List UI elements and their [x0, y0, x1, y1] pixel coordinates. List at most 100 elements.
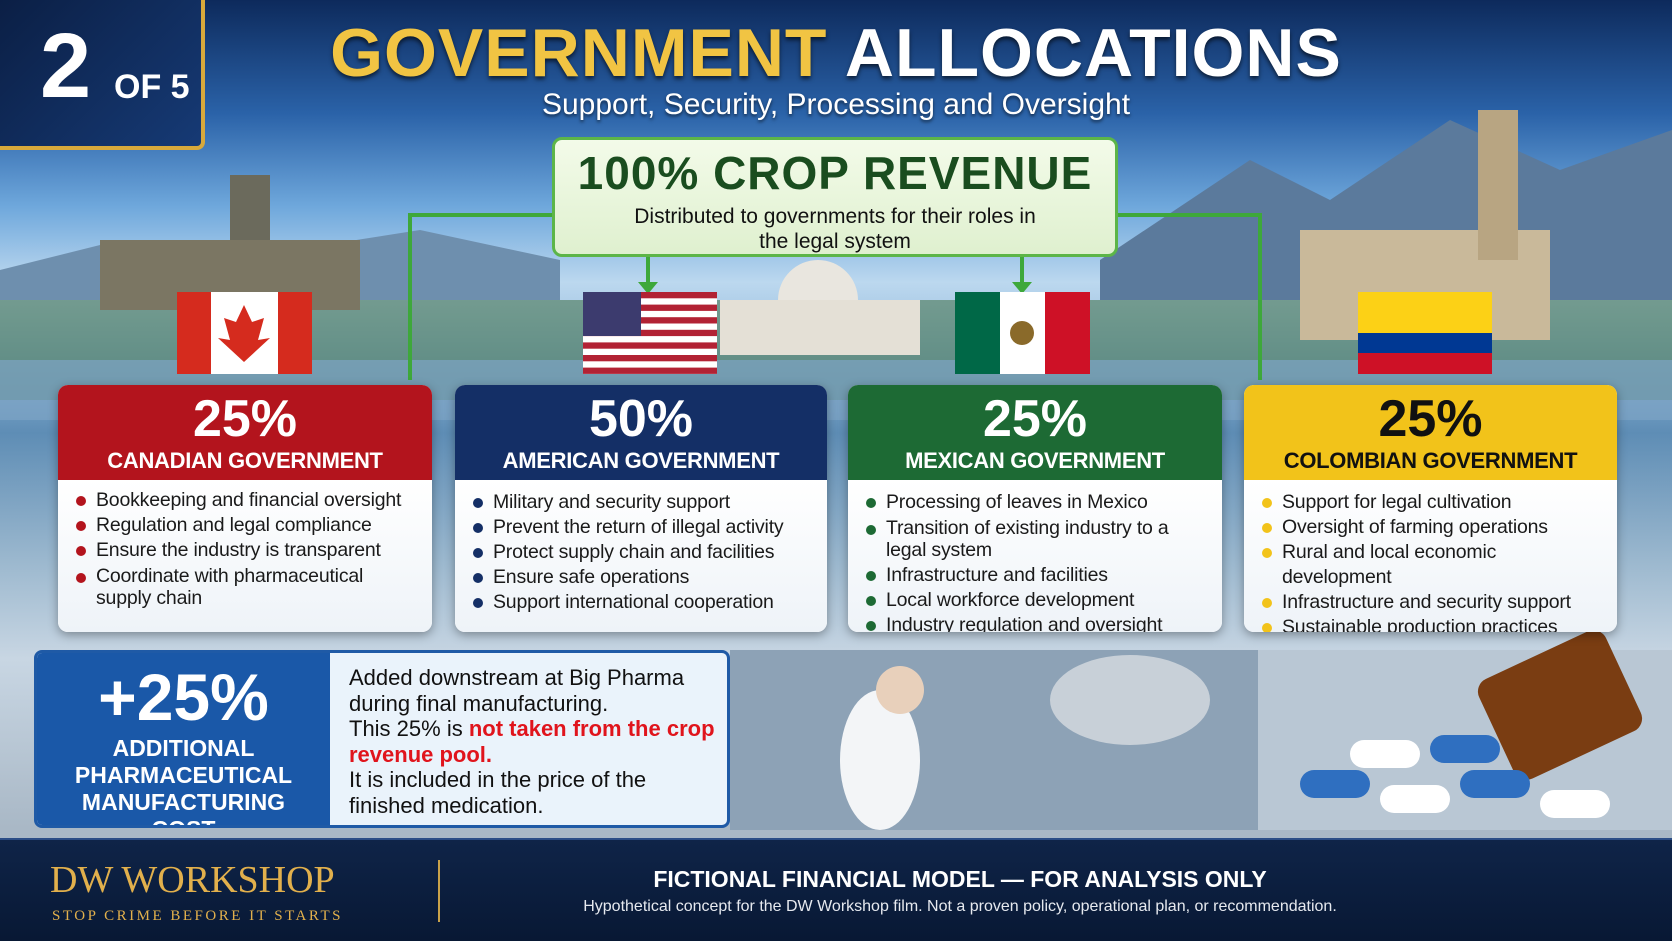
pharma-box: +25% ADDITIONAL PHARMACEUTICAL MANUFACTU… — [34, 650, 730, 828]
bullet-text: Oversight of farming operations — [1282, 516, 1548, 538]
bullet: Regulation and legal compliance — [74, 513, 422, 538]
bullet-text: Infrastructure and security support — [1282, 591, 1571, 613]
bullet-dot — [76, 546, 86, 556]
bullet-dot — [1262, 598, 1272, 608]
flag-usa — [583, 292, 717, 374]
scientist-head — [876, 666, 924, 714]
bullet: Ensure safe operations — [471, 565, 817, 590]
pharma-text: Added downstream at Big Pharma during fi… — [349, 665, 719, 818]
card-header: 25% MEXICAN GOVERNMENT — [848, 385, 1222, 480]
pill-bottle — [1477, 630, 1643, 780]
pharma-line1: Added downstream at Big Pharma during fi… — [349, 665, 685, 716]
bullet-list: Support for legal cultivation Oversight o… — [1244, 480, 1617, 632]
pharma-line3: It is included in the price of the finis… — [349, 767, 647, 818]
bullet-text: Bookkeeping and financial oversight — [96, 489, 402, 511]
bullet-dot — [1262, 548, 1272, 558]
capitol — [720, 300, 920, 355]
bullet: Protect supply chain and facilities — [471, 540, 817, 565]
bullet-dot — [866, 525, 876, 535]
card-name: COLOMBIAN GOVERNMENT — [1283, 448, 1578, 473]
bullet-dot — [473, 598, 483, 608]
card-percent: 50% — [588, 390, 694, 448]
pharma-line2-start: This 25% is — [349, 716, 469, 741]
tagline: STOP CRIME BEFORE IT STARTS — [52, 908, 343, 924]
bullet: Ensure the industry is transparent — [74, 538, 422, 563]
footer: DW WORKSHOP STOP CRIME BEFORE IT STARTS … — [0, 838, 1672, 941]
revenue-description: Distributed to governments for their rol… — [634, 205, 1036, 253]
tank — [1050, 655, 1210, 745]
bullet-text: Support international cooperation — [493, 591, 774, 613]
bullet-dot — [473, 523, 483, 533]
arrows — [408, 213, 1262, 380]
bullet-list: Bookkeeping and financial oversight Regul… — [58, 480, 432, 632]
scientist — [840, 690, 920, 830]
bullet: Processing of leaves in Mexico — [864, 490, 1212, 515]
title-gold: GOVERNMENT — [330, 15, 828, 91]
pills — [1300, 735, 1610, 818]
bullet-dot — [473, 548, 483, 558]
pharma-label: ADDITIONAL PHARMACEUTICAL MANUFACTURING … — [74, 735, 293, 825]
bullet-text: Rural and local economic development — [1282, 541, 1497, 588]
bullet: Coordinate with pharmaceutical supply ch… — [74, 565, 422, 609]
bullet-text: Military and security support — [493, 491, 730, 513]
title: GOVERNMENT ALLOCATIONS — [205, 14, 1467, 92]
bullet-text: Regulation and legal compliance — [96, 514, 372, 536]
bullet-dot — [76, 573, 86, 583]
flag-canada — [177, 292, 312, 374]
bullet-text: Ensure safe operations — [493, 566, 690, 588]
bullet-dot — [1262, 623, 1272, 632]
card-header: 25% CANADIAN GOVERNMENT — [58, 385, 432, 480]
bullet-text: Coordinate with pharmaceutical supply ch… — [96, 565, 364, 609]
disclaimer-text: Hypothetical concept for the DW Workshop… — [583, 898, 1337, 915]
divider — [438, 860, 440, 922]
government-card: 50% AMERICAN GOVERNMENT Military and secur… — [455, 385, 827, 632]
bullet-text: Prevent the return of illegal activity — [493, 516, 784, 538]
government-card: 25% MEXICAN GOVERNMENT Processing of leave… — [848, 385, 1222, 632]
bullet-dot — [866, 498, 876, 508]
bullet: Oversight of farming operations — [1260, 515, 1607, 540]
bullet-text: Sustainable production practices — [1282, 616, 1558, 632]
government-card: 25% COLOMBIAN GOVERNMENT Support for legal… — [1244, 385, 1617, 632]
pharma-left: +25% ADDITIONAL PHARMACEUTICAL MANUFACTU… — [37, 653, 330, 825]
bullet-list: Processing of leaves in Mexico Transition… — [848, 480, 1222, 632]
bullet-dot — [866, 571, 876, 581]
government-card: 25% CANADIAN GOVERNMENT Bookkeeping and fi… — [58, 385, 432, 632]
badge: 2 OF 5 — [0, 0, 205, 150]
card-name: AMERICAN GOVERNMENT — [502, 448, 780, 473]
flag-colombia — [1358, 292, 1492, 374]
bullet: Sustainable production practices — [1260, 615, 1607, 632]
badge-of: OF 5 — [114, 68, 190, 106]
bullet: Industry regulation and oversight — [864, 613, 1212, 632]
bullet: Support for legal cultivation — [1260, 490, 1607, 515]
bullet-text: Protect supply chain and facilities — [493, 541, 775, 563]
bullet-text: Infrastructure and facilities — [886, 564, 1108, 586]
bullet-dot — [473, 498, 483, 508]
card-header: 25% COLOMBIAN GOVERNMENT — [1244, 385, 1617, 480]
bullet: Transition of existing industry to a leg… — [864, 517, 1212, 561]
pharma-highlight: not taken from the crop revenue pool. — [349, 716, 715, 767]
bullet-text: Local workforce development — [886, 589, 1135, 611]
bullet-dot — [1262, 498, 1272, 508]
revenue-box: 100% CROP REVENUE Distributed to governm… — [552, 137, 1118, 257]
bullet-dot — [866, 596, 876, 606]
card-percent: 25% — [192, 390, 298, 448]
bullet-text: Processing of leaves in Mexico — [886, 491, 1148, 513]
bullet-dot — [866, 621, 876, 631]
brand: DW WORKSHOP — [50, 859, 335, 901]
bullet: Infrastructure and security support — [1260, 590, 1607, 615]
card-name: CANADIAN GOVERNMENT — [107, 448, 383, 473]
bullet: Military and security support — [471, 490, 817, 515]
bullet-list: Military and security support Prevent the… — [455, 480, 827, 632]
bullet: Support international cooperation — [471, 590, 817, 615]
title-white: ALLOCATIONS — [844, 15, 1342, 91]
card-percent: 25% — [982, 390, 1088, 448]
bullet: Rural and local economic development — [1260, 540, 1607, 590]
revenue-title: 100% CROP REVENUE — [577, 147, 1093, 199]
badge-number: 2 — [40, 15, 92, 117]
flag-mexico — [955, 292, 1090, 374]
bullet-dot — [76, 496, 86, 506]
card-header: 50% AMERICAN GOVERNMENT — [455, 385, 827, 480]
bullet: Bookkeeping and financial oversight — [74, 488, 422, 513]
